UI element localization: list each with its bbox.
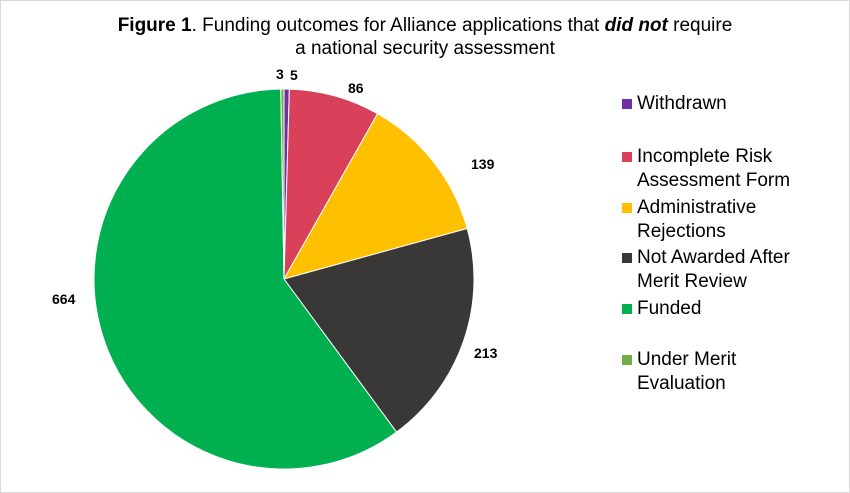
legend-item-administrative: Administrative Rejections (622, 196, 756, 244)
data-label-not-awarded: 213 (474, 345, 498, 361)
pie-slice-incomplete-risk-assessment-form (283, 88, 379, 280)
legend-item-funded: Funded (622, 297, 701, 321)
legend-swatch-icon (622, 152, 632, 162)
legend-item-withdrawn: Withdrawn (622, 92, 727, 116)
title-emphasis: did not (604, 15, 668, 36)
title-line-2: a national security assessment (295, 38, 555, 59)
legend-label: Not Awarded After Merit Review (637, 247, 790, 292)
legend-label: Administrative Rejections (637, 197, 757, 242)
title-text: . Funding outcomes for Alliance applicat… (191, 15, 605, 36)
pie-slice-administrative-rejections (282, 112, 468, 280)
pie-slice-not-awarded-after-merit-review (283, 227, 475, 433)
chart-title: Figure 1. Funding outcomes for Alliance … (0, 14, 850, 60)
legend-swatch-icon (622, 355, 632, 365)
pie-slice-funded (93, 88, 398, 470)
legend-swatch-icon (622, 203, 632, 213)
pie-slice-under-merit-evaluation (280, 88, 285, 280)
data-label-withdrawn: 5 (290, 67, 298, 83)
legend-item-not-awarded: Not Awarded After Merit Review (622, 246, 790, 294)
legend-swatch-icon (622, 253, 632, 263)
title-figure-number: Figure 1 (117, 15, 192, 36)
data-label-funded: 664 (52, 291, 76, 307)
legend-label: Funded (637, 298, 702, 319)
data-label-administrative: 139 (471, 156, 495, 172)
legend-swatch-icon (622, 99, 632, 109)
legend-label: Incomplete Risk Assessment Form (637, 146, 791, 191)
legend-swatch-icon (622, 304, 632, 314)
legend-item-incomplete: Incomplete Risk Assessment Form (622, 145, 790, 193)
legend-label: Under Merit Evaluation (637, 349, 737, 394)
data-label-under-merit: 3 (276, 66, 284, 82)
legend-label: Withdrawn (637, 93, 727, 114)
title-text-end: require (667, 15, 733, 36)
legend-item-under-merit: Under Merit Evaluation (622, 348, 736, 396)
data-label-incomplete: 86 (348, 80, 364, 96)
